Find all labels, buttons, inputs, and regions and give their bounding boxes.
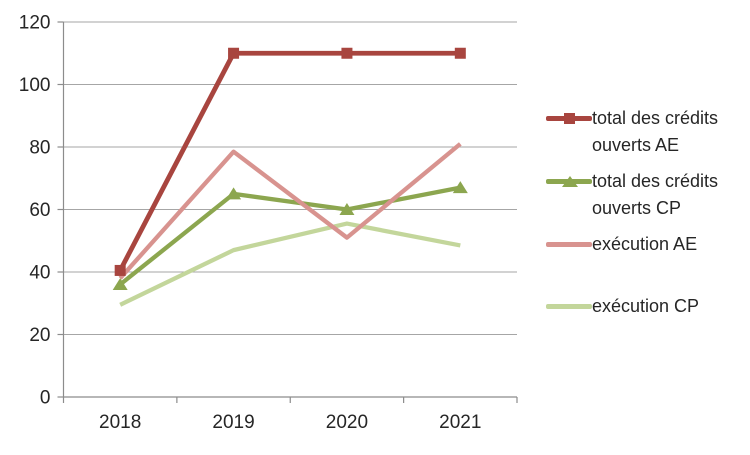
svg-text:2020: 2020 — [326, 412, 368, 433]
legend-swatch-total-ae — [546, 105, 592, 132]
legend-swatch-execution-cp — [546, 293, 592, 320]
legend-label: exécution CP — [592, 296, 700, 316]
svg-text:20: 20 — [29, 325, 50, 346]
svg-text:60: 60 — [29, 200, 50, 221]
legend-item-execution-cp: exécution CP — [546, 293, 750, 320]
legend-swatch-execution-ae — [546, 231, 592, 258]
square-marker-icon — [564, 113, 575, 124]
legend-label: total des crédits ouverts CP — [592, 171, 719, 218]
legend-label: exécution AE — [592, 234, 698, 254]
svg-text:100: 100 — [19, 75, 51, 96]
legend-label: total des crédits ouverts AE — [592, 108, 719, 155]
legend-item-total-credits-ouverts-ae: total des crédits ouverts AE — [546, 105, 750, 159]
svg-text:2019: 2019 — [212, 412, 254, 433]
triangle-marker-icon — [562, 176, 578, 187]
legend-swatch-total-cp — [546, 168, 592, 195]
svg-text:2021: 2021 — [439, 412, 481, 433]
legend-item-total-credits-ouverts-cp: total des crédits ouverts CP — [546, 168, 750, 222]
svg-text:40: 40 — [29, 263, 50, 284]
legend-item-execution-ae: exécution AE — [546, 231, 750, 258]
svg-text:120: 120 — [19, 13, 51, 34]
svg-text:0: 0 — [40, 388, 51, 409]
line-swatch-icon — [546, 304, 592, 309]
svg-text:80: 80 — [29, 138, 50, 159]
line-swatch-icon — [546, 242, 592, 247]
svg-text:2018: 2018 — [99, 412, 141, 433]
